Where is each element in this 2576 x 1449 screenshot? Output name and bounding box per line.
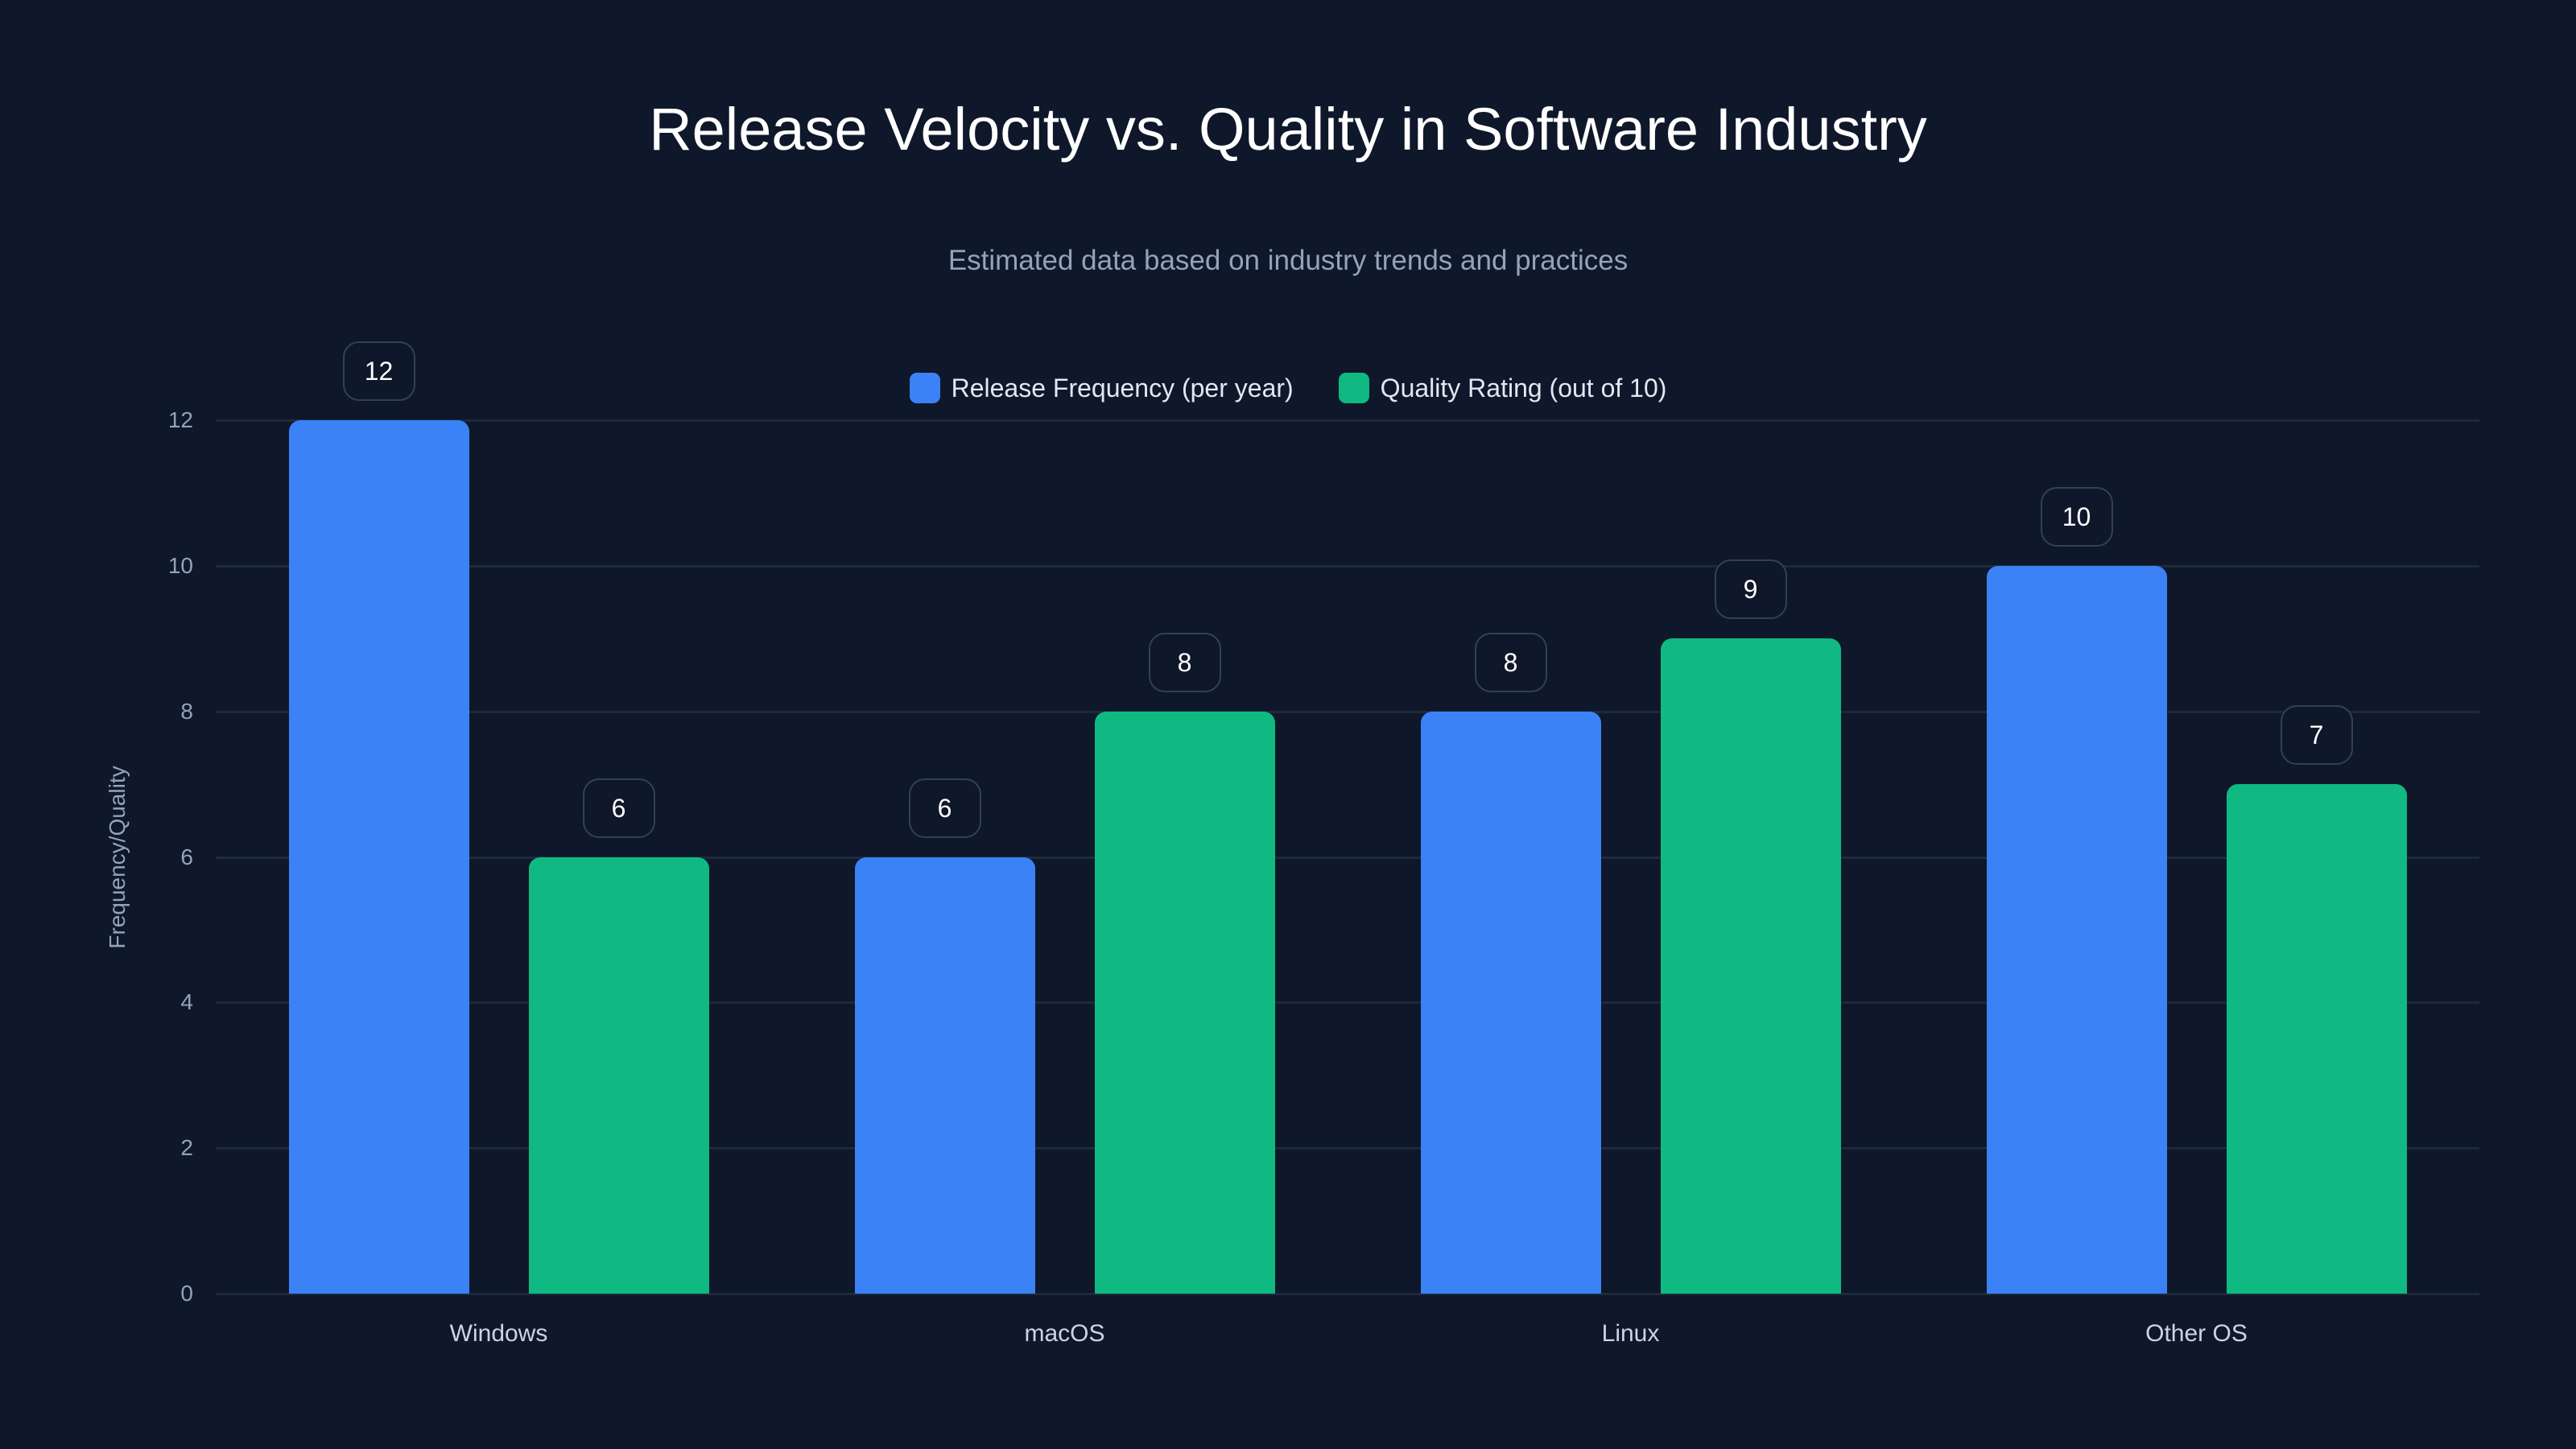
plot-area: 12 6 6 8 8 9 10 7 <box>216 341 2479 1295</box>
y-tick-label: 0 <box>180 1281 193 1306</box>
bar-release-frequency-windows[interactable] <box>288 420 469 1294</box>
legend-label: Quality Rating (out of 10) <box>1380 373 1667 402</box>
data-label: 9 <box>1714 559 1787 620</box>
x-tick-label: Linux <box>1601 1320 1660 1347</box>
data-label: 6 <box>582 778 655 838</box>
legend-swatch-green-icon <box>1338 373 1369 403</box>
bar-quality-rating-linux[interactable] <box>1660 638 1841 1294</box>
legend-item-quality-rating[interactable]: Quality Rating (out of 10) <box>1338 373 1667 403</box>
gridline <box>216 1293 2479 1295</box>
gridline <box>216 1001 2479 1005</box>
data-label: 6 <box>908 778 981 838</box>
y-tick-label: 8 <box>180 698 193 724</box>
data-label: 12 <box>342 341 415 401</box>
gridline <box>216 1147 2479 1150</box>
legend-swatch-blue-icon <box>909 373 940 403</box>
gridline <box>216 710 2479 713</box>
y-tick-label: 4 <box>180 989 193 1015</box>
x-tick-label: macOS <box>1024 1320 1105 1347</box>
chart-subtitle: Estimated data based on industry trends … <box>947 245 1629 276</box>
bar-release-frequency-macos[interactable] <box>854 857 1035 1294</box>
x-tick-label: Windows <box>449 1320 548 1347</box>
bar-quality-rating-windows[interactable] <box>528 857 709 1294</box>
legend-label: Release Frequency (per year) <box>951 373 1294 402</box>
x-tick-label: Other OS <box>2145 1320 2248 1347</box>
bar-quality-rating-other-os[interactable] <box>2226 784 2407 1294</box>
y-tick-label: 10 <box>167 552 193 578</box>
gridline <box>216 419 2479 422</box>
data-label: 8 <box>1148 632 1221 692</box>
legend: Release Frequency (per year) Quality Rat… <box>0 373 2576 403</box>
chart-title: Release Velocity vs. Quality in Software… <box>649 96 1927 163</box>
y-tick-label: 12 <box>167 407 193 432</box>
bar-quality-rating-macos[interactable] <box>1094 711 1275 1294</box>
legend-item-release-frequency[interactable]: Release Frequency (per year) <box>909 373 1294 403</box>
gridline <box>216 856 2479 859</box>
bar-release-frequency-linux[interactable] <box>1420 711 1601 1294</box>
y-tick-label: 6 <box>180 844 193 869</box>
bar-release-frequency-other-os[interactable] <box>1986 565 2167 1294</box>
data-label: 10 <box>2040 486 2113 547</box>
gridline <box>216 564 2479 568</box>
data-label: 8 <box>1474 632 1547 692</box>
data-label: 7 <box>2280 705 2353 766</box>
y-tick-label: 2 <box>180 1135 193 1161</box>
